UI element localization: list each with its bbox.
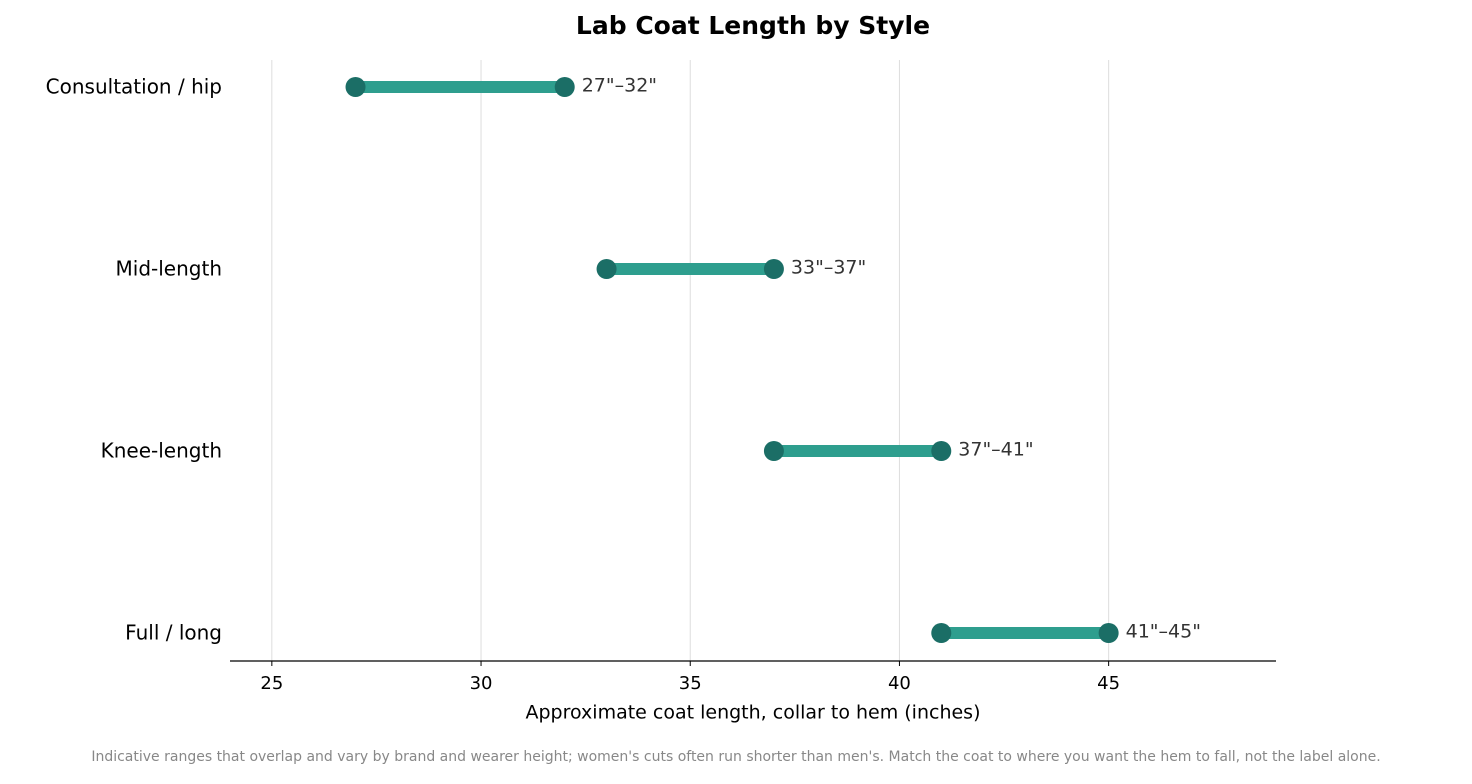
y-tick-label: Knee-length [101,439,222,463]
y-tick-label: Consultation / hip [46,75,222,99]
low-dot [596,259,617,279]
x-tick-label: 40 [888,673,911,694]
x-tick-label: 45 [1097,673,1120,694]
chart-title: Lab Coat Length by Style [576,11,930,40]
y-tick-label: Full / long [125,621,222,645]
x-tick-label: 35 [679,673,702,694]
x-axis-label: Approximate coat length, collar to hem (… [526,702,981,724]
value-label: 37"–41" [958,439,1033,461]
value-label: 41"–45" [1126,621,1201,643]
high-dot [931,441,952,461]
low-dot [345,77,366,97]
low-dot [931,623,952,643]
high-dot [763,259,784,279]
footnote: Indicative ranges that overlap and vary … [91,749,1380,765]
value-label: 27"–32" [582,75,657,97]
high-dot [554,77,575,97]
x-tick-label: 25 [260,673,283,694]
x-tick-label: 30 [470,673,493,694]
grid [271,60,1110,661]
value-label: 33"–37" [791,257,866,279]
low-dot [763,441,784,461]
y-tick-label: Mid-length [116,257,222,281]
high-dot [1098,623,1119,643]
